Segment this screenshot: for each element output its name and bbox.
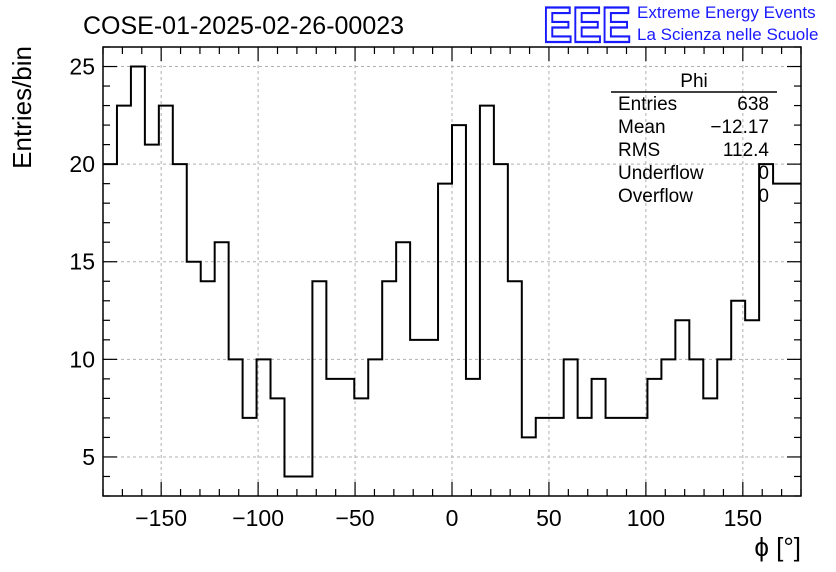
y-tick-label: 15 [69,249,95,275]
y-axis-title: Entries/bin [7,46,37,169]
x-tick-label: −150 [135,505,187,531]
stats-row-label: Entries [618,94,677,115]
chart-title: COSE-01-2025-02-26-00023 [83,12,404,40]
y-tick-labels: 5 10 15 20 25 [69,54,95,470]
logo-line-2: La Scienza nelle Scuole [637,25,818,44]
eee-logo: EEE Extreme Energy Events La Scienza nel… [542,0,819,54]
stats-rows: Entries 638 Mean −12.17 RMS 112.4 Underflow 0 Ov… [618,94,769,207]
stats-row-value: 0 [758,186,769,207]
x-tick-labels: −150 −100 −50 0 50 100 150 [135,505,762,531]
x-tick-label: −100 [232,505,284,531]
stats-row-label: Overflow [618,186,693,207]
grid [103,47,801,496]
x-axis-title: ϕ [°] [754,532,801,562]
y-tick-label: 25 [69,54,95,80]
x-tick-label: −50 [336,505,375,531]
histogram-line [103,65,801,478]
stats-box: Phi Entries 638 Mean −12.17 RMS 112.4 Underflo… [611,71,777,207]
stats-row-label: Underflow [618,163,704,184]
stats-box-name: Phi [680,71,707,92]
y-tick-label: 20 [69,151,95,177]
stats-row-value: 112.4 [723,140,770,161]
stats-row-value: −12.17 [710,117,769,138]
y-tick-label: 5 [82,444,95,470]
x-tick-label: 100 [627,505,665,531]
y-tick-label: 10 [69,346,95,372]
eee-logo-mark: EEE [543,0,631,53]
plot-frame [102,46,802,497]
stats-row-label: RMS [618,140,660,161]
x-tick-label: 50 [536,505,562,531]
x-tick-label: 0 [446,505,459,531]
stats-row-value: 0 [758,163,769,184]
stats-row-label: Mean [618,117,666,138]
x-tick-label: 150 [724,505,762,531]
logo-line-1: Extreme Energy Events [637,3,816,22]
stats-row-value: 638 [737,94,769,115]
